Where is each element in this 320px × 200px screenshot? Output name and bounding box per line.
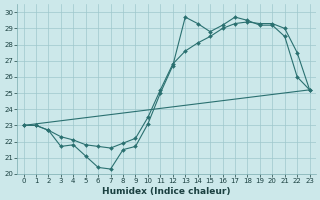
X-axis label: Humidex (Indice chaleur): Humidex (Indice chaleur) — [102, 187, 231, 196]
